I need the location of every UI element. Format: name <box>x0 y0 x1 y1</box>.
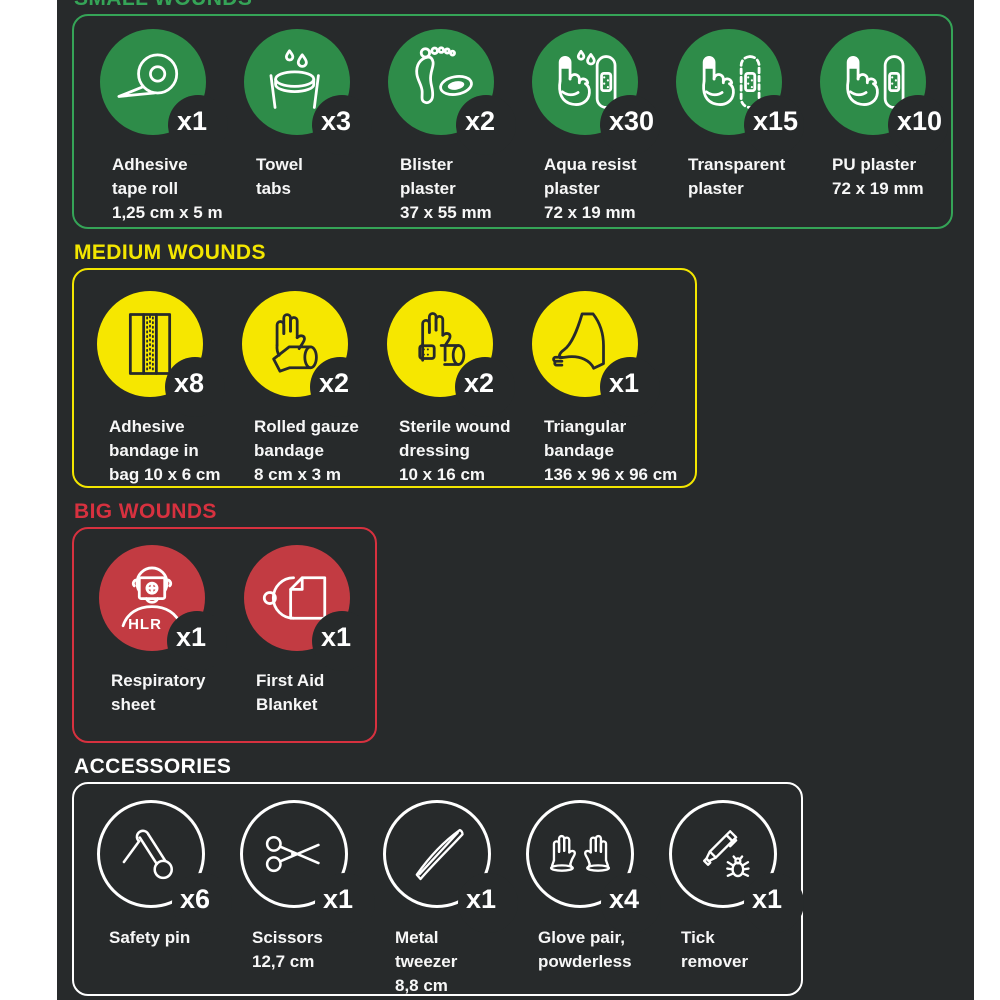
item-label: Towel tabs <box>256 155 303 198</box>
item-label: Aqua resist plaster 72 x 19 mm <box>544 155 637 222</box>
item-safety-pin: x6 Safety pin <box>97 800 240 950</box>
item-triangular-bandage: x1 Triangular bandage 136 x 96 x 96 cm <box>532 291 677 487</box>
section-accessories: ACCESSORIES x6 Safety pin x1 Scissors 12,7 c… <box>72 755 804 998</box>
item-pu-plaster: x10 PU plaster 72 x 19 mm <box>820 29 964 201</box>
accessories-title: ACCESSORIES <box>74 755 232 778</box>
quantity-badge: x10 <box>897 106 943 136</box>
count-notch <box>744 95 804 155</box>
item-adhesive-bandage-bag: x8 Adhesive bandage in bag 10 x 6 cm <box>97 291 242 487</box>
count-notch <box>310 357 370 417</box>
quantity-badge: x1 <box>323 884 354 914</box>
item-label: Metal tweezer 8,8 cm <box>395 928 458 995</box>
item-respiratory-sheet: HLR x1 Respiratory sheet <box>99 545 244 717</box>
count-notch <box>456 95 516 155</box>
item-label: Adhesive tape roll 1,25 cm x 5 m <box>112 155 223 222</box>
small-wounds-box: x1 Adhesive tape roll 1,25 cm x 5 m x3 Towe… <box>72 14 953 229</box>
dark-panel <box>57 0 974 1000</box>
item-circle: x2 <box>388 29 516 155</box>
item-blister-plaster: x2 Blister plaster 37 x 55 mm <box>388 29 532 225</box>
item-circle: x1 <box>244 545 372 671</box>
count-notch <box>600 95 660 155</box>
item-circle: x1 <box>100 29 228 155</box>
item-sterile-dressing: x2 Sterile wound dressing 10 x 16 cm <box>387 291 532 487</box>
quantity-badge: x1 <box>466 884 497 914</box>
item-circle: x1 <box>669 800 804 933</box>
count-notch <box>601 873 661 933</box>
item-circle: x3 <box>244 29 372 155</box>
item-circle: x1 <box>383 800 518 933</box>
item-circle: x1 <box>532 291 660 417</box>
item-circle: x2 <box>242 291 370 417</box>
section-big-wounds: BIG WOUNDS HLR x1 Respiratory sheet x1 First … <box>72 500 377 743</box>
quantity-badge: x1 <box>177 106 208 136</box>
quantity-badge: x1 <box>321 622 352 652</box>
quantity-badge: x2 <box>465 106 496 136</box>
quantity-badge: x30 <box>609 106 655 136</box>
medium-wounds-box: x8 Adhesive bandage in bag 10 x 6 cm x2 Rol… <box>72 268 697 488</box>
item-label: Adhesive bandage in bag 10 x 6 cm <box>109 417 221 484</box>
count-notch <box>744 873 804 933</box>
quantity-badge: x1 <box>609 368 640 398</box>
item-circle: HLR x1 <box>99 545 227 671</box>
count-notch <box>458 873 518 933</box>
section-small-wounds: SMALL WOUNDS x1 Adhesive tape roll 1,25 cm… <box>72 0 953 229</box>
small-wounds-title: SMALL WOUNDS <box>74 0 252 11</box>
quantity-badge: x2 <box>464 368 495 398</box>
count-notch <box>167 611 227 671</box>
item-glove-pair: x4 Glove pair, powderless <box>526 800 669 974</box>
item-circle: x6 <box>97 800 232 933</box>
item-label: Tick remover <box>681 928 749 971</box>
item-label: Triangular bandage 136 x 96 x 96 cm <box>544 417 678 484</box>
count-notch <box>600 357 660 417</box>
item-tick-remover: x1 Tick remover <box>669 800 812 974</box>
count-notch <box>888 95 948 155</box>
item-label: Sterile wound dressing 10 x 16 cm <box>399 417 511 484</box>
item-transparent-plaster: x15 Transparent plaster <box>676 29 820 201</box>
item-adhesive-tape-roll: x1 Adhesive tape roll 1,25 cm x 5 m <box>100 29 244 225</box>
big-wounds-title: BIG WOUNDS <box>74 500 217 523</box>
quantity-badge: x4 <box>609 884 640 914</box>
item-label: First Aid Blanket <box>256 671 325 714</box>
item-circle: x1 <box>240 800 375 933</box>
count-notch <box>168 95 228 155</box>
quantity-badge: x8 <box>174 368 205 398</box>
item-label: Glove pair, powderless <box>538 928 632 971</box>
accessories-box: x6 Safety pin x1 Scissors 12,7 cm x1 Metal tw… <box>72 782 804 998</box>
item-label: Safety pin <box>109 928 191 947</box>
count-notch <box>312 95 372 155</box>
item-towel-tabs: x3 Towel tabs <box>244 29 388 201</box>
item-first-aid-blanket: x1 First Aid Blanket <box>244 545 389 717</box>
item-circle: x4 <box>526 800 661 933</box>
count-notch <box>312 611 372 671</box>
item-aqua-resist-plaster: x30 Aqua resist plaster 72 x 19 mm <box>532 29 676 225</box>
quantity-badge: x3 <box>321 106 352 136</box>
section-medium-wounds: MEDIUM WOUNDS x8 Adhesive bandage in bag 1… <box>72 241 697 488</box>
item-rolled-gauze: x2 Rolled gauze bandage 8 cm x 3 m <box>242 291 387 487</box>
quantity-badge: x2 <box>319 368 350 398</box>
item-label: PU plaster 72 x 19 mm <box>832 155 924 198</box>
quantity-badge: x15 <box>753 106 799 136</box>
item-circle: x10 <box>820 29 948 155</box>
item-circle: x15 <box>676 29 804 155</box>
big-wounds-box: HLR x1 Respiratory sheet x1 First Aid Blanke… <box>72 527 377 743</box>
item-label: Rolled gauze bandage 8 cm x 3 m <box>254 417 359 484</box>
item-label: Scissors 12,7 cm <box>252 928 323 971</box>
count-notch <box>165 357 225 417</box>
item-circle: x2 <box>387 291 515 417</box>
item-metal-tweezer: x1 Metal tweezer 8,8 cm <box>383 800 526 998</box>
item-scissors: x1 Scissors 12,7 cm <box>240 800 383 974</box>
item-label: Blister plaster 37 x 55 mm <box>400 155 492 222</box>
count-notch <box>455 357 515 417</box>
quantity-badge: x1 <box>752 884 783 914</box>
quantity-badge: x1 <box>176 622 207 652</box>
item-circle: x30 <box>532 29 660 155</box>
icon-label-text: HLR <box>128 616 162 633</box>
item-label: Transparent plaster <box>688 155 786 198</box>
count-notch <box>172 873 232 933</box>
quantity-badge: x6 <box>180 884 211 914</box>
item-label: Respiratory sheet <box>111 671 206 714</box>
medium-wounds-title: MEDIUM WOUNDS <box>74 241 266 264</box>
count-notch <box>315 873 375 933</box>
item-circle: x8 <box>97 291 225 417</box>
